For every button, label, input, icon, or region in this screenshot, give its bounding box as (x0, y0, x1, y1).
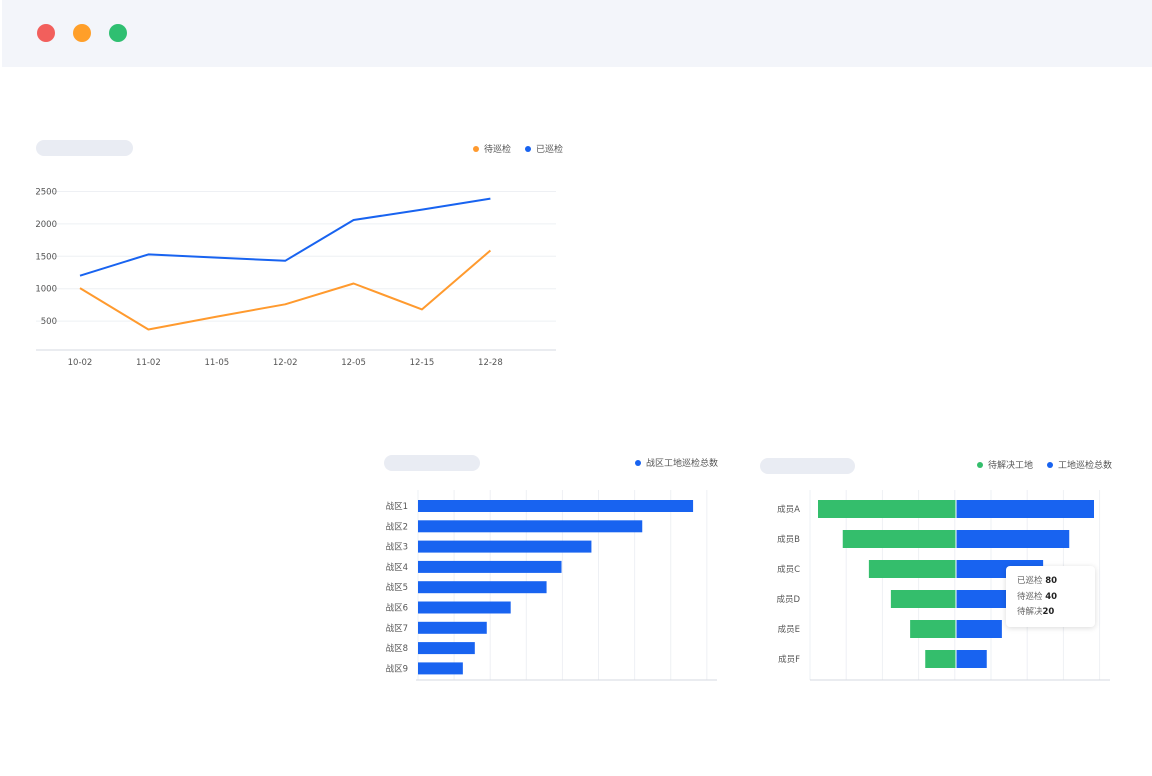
x-tick-label: 12-05 (341, 358, 366, 368)
tooltip-row: 已巡检 80 (1017, 574, 1095, 590)
bar (418, 581, 547, 594)
legend-label-inspected: 已巡检 (536, 145, 564, 155)
y-tick-label: 2000 (35, 220, 57, 230)
bar (418, 540, 592, 553)
legend-label-unresolved: 待解决工地 (988, 461, 1034, 471)
legend-label-site-total: 工地巡检总数 (1058, 461, 1113, 471)
bar-left (868, 560, 956, 578)
tooltip-value: 40 (1045, 591, 1058, 602)
tooltip-value: 20 (1042, 607, 1055, 617)
series-line-2 (79, 197, 491, 277)
tooltip-row: 待解决20 (1017, 605, 1095, 621)
legend-dot-pending (473, 145, 479, 152)
y-category-label: 战区2 (386, 521, 408, 532)
x-tick-label: 11-02 (136, 358, 161, 368)
bar-right (956, 500, 1094, 518)
y-category-label: 战区3 (386, 542, 408, 553)
window-maximize-button[interactable] (109, 24, 127, 42)
y-category-label: 战区1 (386, 501, 408, 512)
window-minimize-button[interactable] (73, 24, 91, 42)
legend-item-unresolved[interactable]: 待解决工地 (977, 458, 1033, 471)
y-tick-label: 1000 (35, 285, 57, 295)
bar (418, 621, 487, 634)
bar-right (956, 650, 987, 668)
legend-label-pending: 待巡检 (484, 145, 512, 155)
bar-right (956, 530, 1070, 548)
legend-item-inspected[interactable]: 已巡检 (525, 142, 563, 155)
legend-item-zone-total[interactable]: 战区工地巡检总数 (635, 456, 718, 469)
bar-left (842, 530, 956, 548)
bar (418, 662, 463, 675)
diverging-chart-legend: 待解决工地 工地巡检总数 (977, 458, 1112, 471)
legend-dot-site-total (1047, 461, 1054, 468)
y-tick-label: 500 (41, 317, 57, 327)
line-chart-legend: 待巡检 已巡检 (473, 142, 563, 155)
bar-left (818, 500, 956, 518)
bar-chart-title-placeholder (384, 455, 480, 471)
legend-item-site-total[interactable]: 工地巡检总数 (1047, 458, 1112, 471)
legend-label-zone-total: 战区工地巡检总数 (646, 459, 719, 469)
legend-dot-unresolved (977, 461, 983, 468)
y-tick-label: 2500 (35, 188, 57, 198)
bar-left (925, 650, 956, 668)
x-tick-label: 12-28 (478, 358, 503, 368)
line-chart-title-placeholder (36, 140, 133, 156)
tooltip-value: 80 (1045, 576, 1058, 586)
window-close-button[interactable] (37, 24, 55, 42)
y-category-label: 战区4 (386, 562, 408, 573)
y-category-label: 战区8 (386, 643, 408, 654)
y-category-label: 战区7 (386, 623, 408, 634)
diverging-chart-title-placeholder (760, 458, 855, 474)
bar-left (910, 620, 956, 638)
legend-dot-zone-total (635, 459, 641, 466)
bar (418, 500, 694, 512)
y-category-label: 成员F (778, 654, 800, 665)
x-tick-label: 12-02 (273, 358, 298, 368)
bar (418, 601, 511, 614)
x-tick-label: 11-05 (204, 358, 229, 368)
tooltip-label: 已巡检 (1017, 576, 1043, 586)
chart-tooltip: 已巡检 80 待巡检 40 待解决20 (1006, 566, 1095, 627)
tooltip-label: 待解决 (1017, 607, 1043, 617)
x-tick-label: 12-15 (410, 358, 435, 368)
bar-right (956, 620, 1002, 638)
y-category-label: 成员D (776, 594, 800, 605)
bar-left (890, 590, 956, 608)
bar-right (956, 590, 1015, 608)
bar (418, 560, 562, 573)
legend-dot-inspected (525, 145, 532, 152)
bar (418, 642, 475, 655)
y-tick-label: 1500 (35, 252, 57, 262)
y-category-label: 成员E (778, 624, 800, 635)
bar (418, 520, 643, 533)
y-category-label: 战区6 (386, 603, 408, 614)
y-category-label: 成员B (777, 534, 800, 545)
tooltip-label: 待巡检 (1017, 591, 1043, 602)
y-category-label: 战区5 (386, 582, 408, 593)
y-category-label: 成员A (777, 504, 800, 515)
series-line-1 (79, 249, 492, 331)
legend-item-pending[interactable]: 待巡检 (473, 142, 511, 155)
y-category-label: 成员C (777, 564, 800, 575)
tooltip-row: 待巡检 40 (1017, 590, 1095, 606)
bar-chart-legend: 战区工地巡检总数 (635, 456, 718, 469)
y-category-label: 战区9 (386, 663, 408, 674)
window-titlebar (2, 0, 1152, 67)
x-tick-label: 10-02 (68, 358, 93, 368)
